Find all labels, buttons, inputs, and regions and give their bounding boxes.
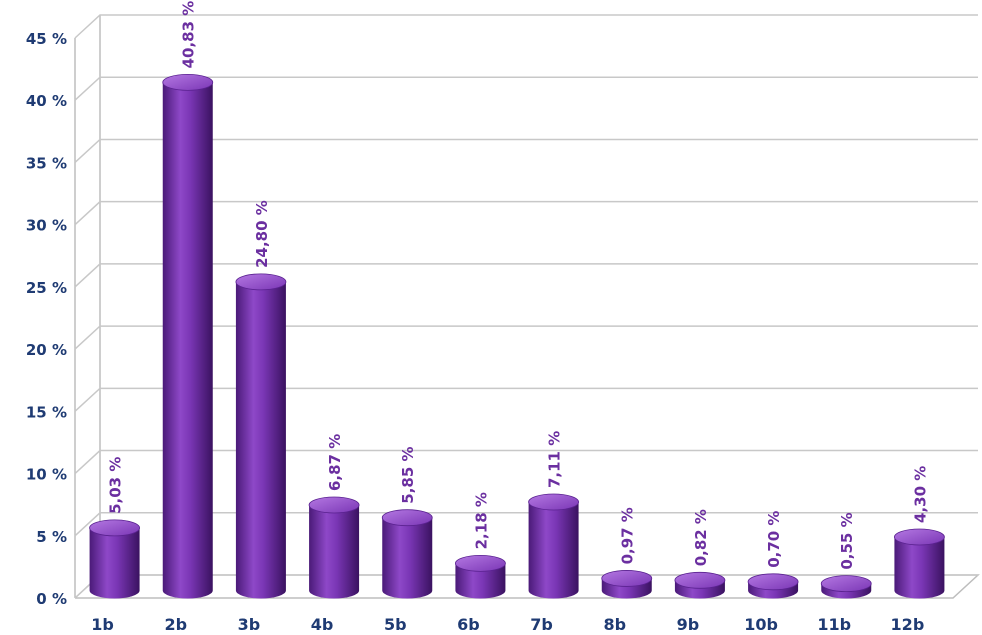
bar [894,528,945,599]
gridline [74,200,978,226]
data-label: 5,85 % [399,446,417,503]
x-tick-label: 3b [238,615,261,634]
bar [674,571,726,599]
y-tick-label: 15 % [26,403,67,421]
data-labels: 5,03 % 40,83 % 24,80 % 6,87 % 5,85 % 2,18 % 7,… [107,1,930,570]
bar [89,519,140,599]
gridline [74,138,978,163]
bars [89,73,945,599]
y-tick-label: 20 % [26,341,67,359]
x-tick-label: 9b [677,615,700,634]
x-tick-label: 10b [744,615,778,634]
y-tick-label: 25 % [26,279,67,297]
bar-top [601,570,653,587]
bar-body [382,517,433,599]
gridlines [74,14,978,599]
data-label: 2,18 % [472,492,490,549]
data-label: 4,30 % [911,466,929,523]
bar-body [528,502,579,599]
bar-body [235,281,286,599]
bar-top [674,571,726,589]
y-axis-tick-labels: 0 % 5 % 10 % 15 % 20 % 25 % 30 % 35 % 40 % 45 % [26,30,67,608]
bar-top [455,554,506,572]
y-tick-label: 10 % [26,466,67,484]
data-label: 24,80 % [253,200,271,268]
bar-body [309,505,360,599]
x-tick-label: 7b [530,615,553,634]
bar-body [894,536,945,599]
y-tick-label: 5 % [36,528,67,546]
bar [601,570,653,599]
gridline [74,387,978,412]
x-axis-tick-labels: 1b 2b 3b 4b 5b 6b 7b 8b 9b 10b 11b 12b [91,615,924,634]
data-label: 5,03 % [107,457,125,514]
x-tick-label: 6b [457,615,480,634]
y-tick-label: 35 % [26,154,67,172]
bar-top [820,575,872,593]
data-label: 0,97 % [619,507,637,564]
bar-top [528,493,579,511]
bar [455,554,506,599]
bar [747,573,799,599]
gridline [74,263,978,288]
bar-top [235,273,287,291]
bar-top [308,496,360,514]
data-label: 0,70 % [765,511,783,568]
gridline [74,512,978,537]
y-tick-label: 0 % [36,590,67,608]
bar [162,73,214,599]
bar [308,496,360,599]
gridline [74,325,978,350]
bar-top [162,73,214,91]
data-label: 40,83 % [180,1,198,69]
data-label: 6,87 % [326,434,344,491]
bar [820,575,872,599]
gridline [74,76,978,101]
x-tick-label: 12b [891,615,925,634]
data-label: 7,11 % [546,431,564,488]
x-tick-label: 11b [817,615,851,634]
bar-top [747,573,799,591]
x-tick-label: 8b [603,615,626,634]
y-tick-label: 40 % [26,92,67,110]
gridline [74,449,978,475]
bar-top [381,509,433,527]
bar-body [455,563,506,599]
data-label: 0,82 % [692,509,710,566]
bar-body [162,82,213,599]
gridline [74,14,978,39]
bar [381,509,433,599]
x-tick-label: 4b [311,615,334,634]
y-tick-label: 30 % [26,217,67,235]
y-tick-label: 45 % [26,30,67,48]
bar-top [89,519,140,537]
bar-top [894,528,945,546]
bar [528,493,579,599]
bar-body [89,527,140,599]
x-tick-label: 5b [384,615,407,634]
data-label: 0,55 % [838,512,856,569]
bar [235,273,287,599]
x-tick-label: 2b [164,615,187,634]
x-tick-label: 1b [91,615,114,634]
